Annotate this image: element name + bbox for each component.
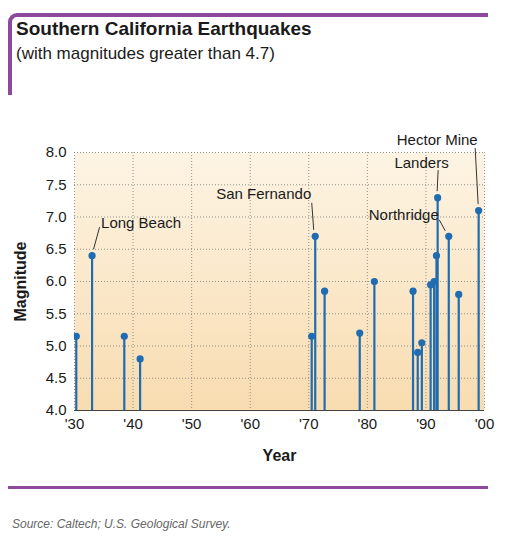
- svg-text:'50: '50: [182, 415, 202, 432]
- svg-text:San Fernando: San Fernando: [216, 185, 311, 202]
- svg-text:5.5: 5.5: [46, 305, 67, 322]
- svg-text:4.0: 4.0: [46, 401, 67, 418]
- svg-text:'60: '60: [240, 415, 260, 432]
- svg-text:Northridge: Northridge: [369, 206, 439, 223]
- svg-text:4.5: 4.5: [46, 369, 67, 386]
- svg-text:Landers: Landers: [394, 154, 448, 171]
- svg-text:Year: Year: [263, 447, 297, 464]
- svg-text:5.0: 5.0: [46, 337, 67, 354]
- svg-text:'80: '80: [358, 415, 378, 432]
- html-text:(with magnitudes greater than: (with magnitudes greater than 4.7): [16, 44, 275, 63]
- svg-text:'30: '30: [65, 415, 85, 432]
- svg-text:Long Beach: Long Beach: [101, 214, 181, 231]
- svg-text:6.5: 6.5: [46, 240, 67, 257]
- svg-text:7.5: 7.5: [46, 176, 67, 193]
- svg-text:'00: '00: [475, 415, 495, 432]
- html-text:Source: Caltech; U.S. Geologic: Source: Caltech; U.S. Geological Survey.: [12, 517, 231, 531]
- svg-text:7.0: 7.0: [46, 208, 67, 225]
- svg-text:'40: '40: [123, 415, 143, 432]
- svg-text:8.0: 8.0: [46, 143, 67, 160]
- svg-text:'70: '70: [299, 415, 319, 432]
- svg-text:Hector Mine: Hector Mine: [397, 131, 478, 148]
- svg-text:'90: '90: [416, 415, 436, 432]
- html-text:Southern California Earthquake: Southern California Earthquakes: [16, 18, 312, 39]
- svg-text:6.0: 6.0: [46, 272, 67, 289]
- svg-text:Magnitude: Magnitude: [12, 241, 29, 321]
